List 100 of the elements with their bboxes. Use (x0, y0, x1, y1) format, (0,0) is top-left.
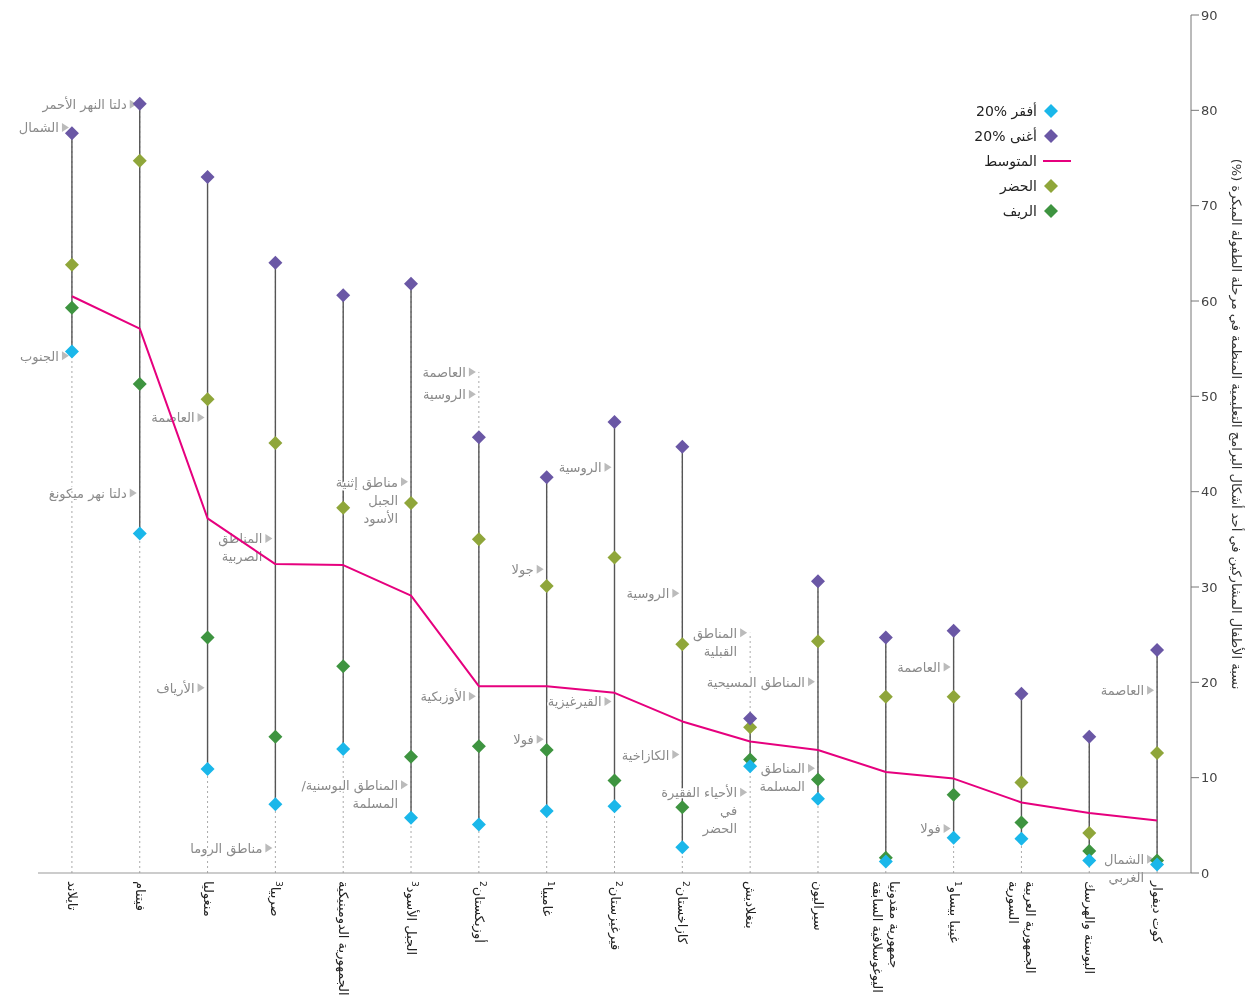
point (539, 470, 554, 485)
annotation: المناطق المسلمة (759, 761, 805, 795)
y-tick-label: 20 (1201, 674, 1218, 690)
annotation: الروسية (558, 460, 602, 477)
point (1082, 825, 1097, 840)
point (946, 689, 961, 704)
point (471, 532, 486, 547)
y-tick-label: 40 (1201, 484, 1218, 500)
point (1082, 729, 1097, 744)
legend-label: الحضر (999, 178, 1037, 194)
point (1150, 642, 1165, 657)
x-tick-label: الجمهورية العربية السورية (1004, 881, 1038, 974)
y-tick-label: 60 (1201, 293, 1218, 309)
point (336, 742, 351, 757)
annotation: الشمال (18, 120, 59, 136)
annotation: القيرغيزية (547, 694, 602, 711)
y-axis-title: نسبة الأطفال المشاركين في أحد أشكال البرامج التعليمية المنظمة في مرحلة الطفولة المبكرة (%) (1228, 158, 1245, 690)
point (675, 840, 690, 855)
point (64, 257, 79, 272)
legend-label: أغنى %20 (974, 128, 1037, 144)
point (810, 634, 825, 649)
point (675, 800, 690, 815)
x-tick-label: بنغلاديش (742, 881, 759, 929)
x-tick-label: سيراليون (809, 881, 826, 931)
point (607, 415, 622, 430)
y-tick-label: 0 (1201, 865, 1210, 881)
point (200, 392, 215, 407)
point (268, 729, 283, 744)
point (946, 623, 961, 638)
annotation: فولا (513, 732, 534, 749)
point (675, 637, 690, 652)
annotation: الأوزبكية (420, 688, 466, 706)
annotation: العاصمة (422, 364, 466, 380)
point (404, 749, 419, 764)
y-tick-label: 50 (1201, 388, 1218, 404)
annotation: الجنوب (20, 348, 59, 365)
point (336, 288, 351, 303)
annotation: فولا (920, 821, 941, 838)
point (1014, 775, 1029, 790)
x-tick-label: تايلاند (64, 881, 80, 911)
annotation: المناطق القبلية (692, 625, 738, 659)
annotation: دلتا نهر ميكونغ (48, 485, 127, 502)
point (607, 550, 622, 565)
point (539, 743, 554, 758)
point (132, 153, 147, 168)
point (946, 830, 961, 845)
annotation: الروسية (626, 586, 670, 603)
point (1082, 853, 1097, 868)
annotation: جولا (511, 562, 534, 579)
x-tick-label: منغوليا (199, 881, 216, 917)
y-tick-label: 70 (1201, 198, 1218, 214)
legend-label: المتوسط (984, 153, 1037, 169)
point (404, 810, 419, 825)
point (132, 526, 147, 541)
point (200, 170, 215, 185)
point (404, 496, 419, 511)
annotation: دلتا النهر الأحمر (41, 96, 127, 114)
point (268, 436, 283, 451)
point (336, 659, 351, 674)
point (539, 579, 554, 594)
point (1014, 831, 1029, 846)
x-tick-label: البوسنة والهرسك (1081, 881, 1098, 974)
point (1014, 686, 1029, 701)
point (268, 255, 283, 270)
annotation: المناطق المسيحية (706, 674, 805, 691)
annotation: الكازاخية (621, 747, 670, 764)
point (607, 773, 622, 788)
point (810, 574, 825, 589)
x-tick-label: كوت ديفوار (1149, 880, 1166, 944)
point (404, 276, 419, 291)
point (878, 630, 893, 645)
point (64, 126, 79, 141)
point (743, 759, 758, 774)
legend-label: الريف (1002, 203, 1037, 219)
point (132, 96, 147, 111)
point (675, 439, 690, 454)
point (268, 797, 283, 812)
point (539, 804, 554, 819)
y-tick-label: 10 (1201, 770, 1218, 786)
point (471, 739, 486, 754)
annotation: الأرياف (156, 679, 195, 697)
annotation: الروسية (423, 387, 466, 404)
point (878, 689, 893, 704)
y-tick-label: 90 (1201, 7, 1218, 23)
annotation: المناطق البوسنية/ المسلمة (301, 777, 399, 811)
point (1150, 745, 1165, 760)
y-tick-label: 30 (1201, 579, 1218, 595)
point (471, 817, 486, 832)
point (1014, 815, 1029, 830)
point (64, 300, 79, 315)
legend-label: أفقر %20 (976, 103, 1037, 119)
point (132, 376, 147, 391)
point (471, 430, 486, 445)
x-tick-label: فيتنام (132, 881, 148, 911)
y-tick-label: 80 (1201, 102, 1218, 118)
point (64, 344, 79, 359)
point (336, 500, 351, 515)
annotation: مناطق الروما (190, 841, 263, 858)
point (878, 854, 893, 869)
x-tick-label: جمهورية مقدونيا اليوغوسلافية السابقة (869, 881, 903, 993)
